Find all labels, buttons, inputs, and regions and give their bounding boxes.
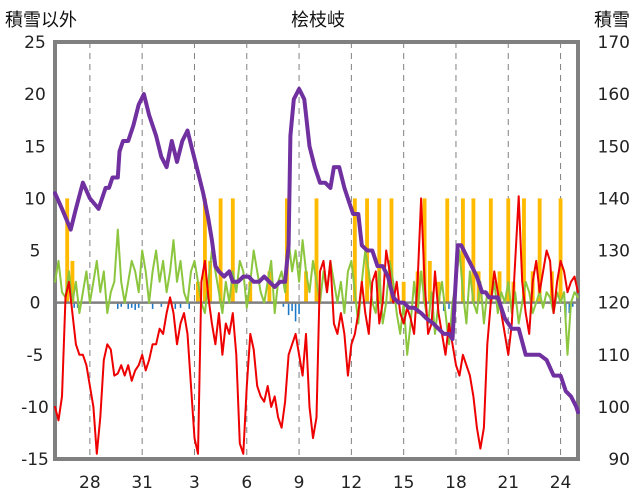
snowfall-bar-6: [230, 198, 235, 303]
snowfall-bar-18: [422, 198, 427, 303]
snowfall-bar-27: [506, 198, 511, 303]
right-axis-label: 積雪: [594, 10, 630, 31]
snowfall-bar-7: [248, 281, 253, 303]
left-axis-ticks: 25 20 15 10 5 0 -5 -10 -15: [21, 33, 49, 470]
precip-bar-18: [442, 302, 445, 311]
snowfall-bar-16: [401, 281, 406, 303]
precip-bar-7: [137, 302, 140, 308]
precip-bar-16: [294, 302, 297, 322]
snowfall-bar-4: [208, 260, 213, 303]
precip-bar-21: [568, 302, 571, 314]
snowfall-bar-12: [352, 198, 357, 303]
x-axis-ticks: 28 31 3 6 9 12 15 18 21 24: [79, 473, 571, 493]
left-tick-label-0: 25: [24, 33, 46, 53]
left-axis-label: 積雪以外: [5, 10, 77, 31]
right-tick-label-0: 170: [598, 33, 630, 53]
precip-bar-19: [448, 302, 450, 309]
snowdepth-line: [53, 86, 580, 415]
snowfall-bar-0: [65, 198, 70, 303]
snowfall-bar-10: [304, 271, 308, 303]
precip-bar-11: [179, 302, 182, 308]
snowfall-bar-11: [314, 198, 319, 303]
right-tick-label-6: 110: [598, 346, 630, 366]
precip-bar-9: [160, 302, 163, 307]
snowfall-bar-5: [218, 198, 223, 303]
left-tick-label-4: 5: [30, 242, 41, 262]
precip-bar-10: [174, 302, 177, 309]
snowfall-bar-2: [196, 281, 200, 303]
precip-bar-17: [298, 302, 300, 315]
left-tick-label-3: 10: [24, 189, 46, 209]
left-tick-label-8: -15: [21, 450, 49, 470]
x-tick-label-9: 24: [550, 473, 572, 493]
left-tick-label-7: -10: [21, 398, 49, 418]
snowfall-bar-23: [471, 198, 476, 303]
snowfall-bar-1: [70, 260, 75, 303]
snowfall-bar-14: [377, 198, 382, 303]
right-tick-label-3: 140: [598, 189, 630, 209]
x-tick-label-2: 3: [189, 473, 200, 493]
precip-bar-2: [116, 302, 119, 309]
right-axis-ticks: 170 160 150 140 130 120 110 100 90: [598, 33, 630, 470]
snowfall-bar-29: [522, 198, 526, 303]
chart-title: 桧枝岐: [291, 10, 345, 31]
precip-bar-3: [120, 302, 123, 307]
snowfall-bar-33: [558, 198, 563, 303]
precip-bar-4: [127, 302, 130, 309]
precip-bar-15: [291, 302, 293, 311]
precip-bar-6: [134, 302, 136, 310]
right-tick-label-5: 120: [598, 294, 630, 314]
series-lines: [53, 86, 580, 455]
x-tick-label-1: 31: [131, 473, 153, 493]
right-tick-label-7: 100: [598, 398, 630, 418]
precip-bar-22: [571, 302, 574, 307]
grid: [89, 42, 562, 459]
x-tick-label-4: 9: [294, 473, 305, 493]
snowfall-bar-31: [537, 198, 542, 303]
left-tick-label-1: 20: [24, 85, 46, 105]
x-tick-label-8: 21: [497, 473, 519, 493]
snowfall-bar-25: [488, 198, 493, 303]
snowfall-bar-21: [445, 198, 450, 303]
right-tick-label-1: 160: [598, 85, 630, 105]
precip-bar-8: [151, 302, 154, 309]
snowfall-bar-26: [497, 271, 502, 303]
precip-bar-12: [188, 302, 191, 309]
right-tick-label-8: 90: [608, 450, 630, 470]
x-tick-label-0: 28: [79, 473, 101, 493]
precip-bar-13: [282, 302, 285, 307]
left-tick-label-5: 0: [30, 294, 41, 314]
x-tick-label-7: 18: [445, 473, 467, 493]
precip-bar-0: [73, 302, 75, 308]
right-tick-label-2: 150: [598, 137, 630, 157]
precip-bar-5: [130, 302, 133, 308]
snowfall-bar-19: [427, 260, 432, 303]
snowfall-bar-20: [436, 281, 441, 303]
plot-frame: [53, 40, 580, 461]
x-tick-label-6: 15: [393, 473, 415, 493]
snowfall-bar-3: [203, 198, 207, 303]
precip-bar-14: [287, 302, 290, 316]
left-tick-label-6: -5: [27, 346, 44, 366]
x-tick-label-3: 6: [241, 473, 252, 493]
temperature-line: [54, 195, 579, 455]
snowfall-bar-8: [267, 271, 272, 303]
x-tick-label-5: 12: [341, 473, 363, 493]
left-tick-label-2: 15: [24, 137, 46, 157]
right-tick-label-4: 130: [598, 242, 630, 262]
snowfall-bar-15: [389, 198, 394, 303]
